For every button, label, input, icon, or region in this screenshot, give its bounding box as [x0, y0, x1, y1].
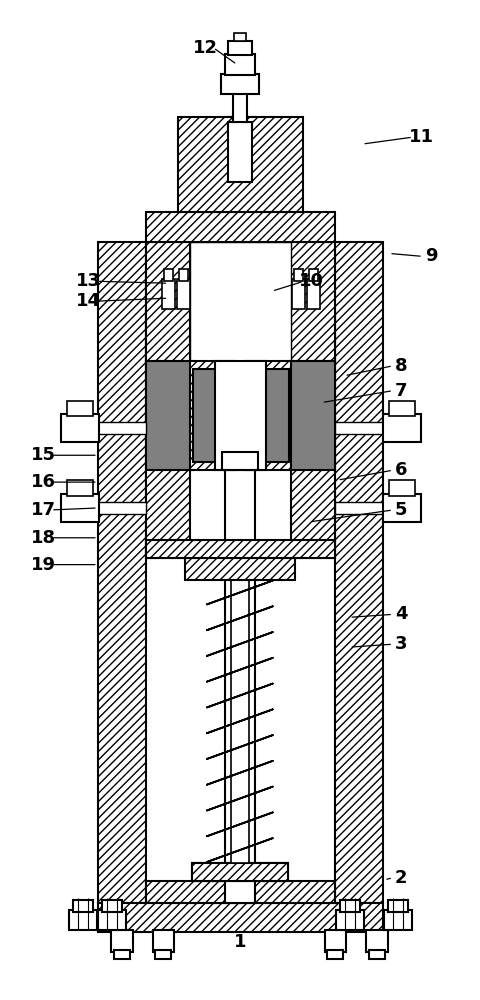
Text: 6: 6 — [394, 461, 407, 479]
Bar — [97, 242, 145, 903]
Bar — [327, 950, 343, 959]
Bar — [97, 422, 145, 434]
Text: 2: 2 — [394, 869, 407, 887]
Bar — [388, 480, 414, 496]
Bar — [306, 279, 319, 309]
Text: 9: 9 — [424, 247, 436, 265]
Bar — [162, 279, 175, 309]
Bar — [221, 74, 258, 94]
Bar — [145, 242, 190, 361]
Text: 4: 4 — [394, 605, 407, 623]
Text: 3: 3 — [394, 635, 407, 653]
Bar — [67, 401, 93, 416]
Bar — [336, 910, 363, 930]
Bar — [388, 401, 414, 416]
Bar — [155, 950, 171, 959]
Bar — [365, 930, 387, 952]
Bar — [335, 242, 383, 903]
Bar — [384, 910, 411, 930]
Bar — [308, 269, 317, 281]
Bar — [73, 900, 93, 912]
Bar — [179, 269, 188, 281]
Text: 1: 1 — [233, 933, 246, 951]
Bar — [185, 558, 294, 580]
Bar — [145, 212, 335, 242]
Bar — [97, 910, 125, 930]
Bar — [67, 480, 93, 496]
Bar — [97, 502, 145, 514]
Bar — [335, 502, 383, 514]
Bar — [145, 361, 193, 470]
Bar — [145, 311, 190, 558]
Bar — [61, 494, 98, 522]
Bar — [178, 117, 302, 212]
Bar — [61, 414, 98, 442]
Bar — [222, 452, 257, 470]
Bar — [113, 950, 130, 959]
Bar — [228, 122, 252, 182]
Bar — [145, 540, 335, 558]
Bar — [152, 930, 174, 952]
Bar — [97, 903, 383, 932]
Bar — [324, 930, 346, 952]
Bar — [369, 950, 384, 959]
Text: 15: 15 — [31, 446, 56, 464]
Bar — [225, 54, 254, 75]
Text: 13: 13 — [76, 272, 101, 290]
Bar — [340, 900, 360, 912]
Text: 11: 11 — [408, 128, 432, 146]
Bar — [192, 863, 287, 881]
Bar — [215, 361, 265, 470]
Bar — [110, 930, 132, 952]
Bar — [192, 863, 287, 881]
Bar — [290, 311, 335, 558]
Bar — [230, 570, 249, 863]
Bar — [245, 361, 290, 470]
Bar — [164, 269, 173, 281]
Bar — [234, 33, 245, 41]
Text: 19: 19 — [31, 556, 56, 574]
Bar — [145, 881, 335, 903]
Text: 14: 14 — [76, 292, 101, 310]
Text: 18: 18 — [31, 529, 56, 547]
Bar — [232, 68, 246, 122]
Bar — [190, 242, 290, 361]
Text: 16: 16 — [31, 473, 56, 491]
Bar — [177, 279, 190, 309]
Bar — [225, 117, 254, 903]
Bar — [383, 494, 420, 522]
Bar — [335, 422, 383, 434]
Bar — [387, 900, 407, 912]
Bar — [69, 910, 96, 930]
Bar — [193, 369, 232, 462]
Bar — [249, 369, 288, 462]
Bar — [287, 361, 335, 470]
Text: 5: 5 — [394, 501, 407, 519]
Text: 10: 10 — [299, 272, 324, 290]
Bar — [293, 269, 302, 281]
Bar — [291, 279, 304, 309]
Text: 8: 8 — [394, 357, 407, 375]
Text: 17: 17 — [31, 501, 56, 519]
Bar — [290, 242, 335, 361]
Text: 12: 12 — [192, 39, 217, 57]
Text: 7: 7 — [394, 382, 407, 400]
Bar — [190, 361, 235, 470]
Bar — [383, 414, 420, 442]
Bar — [228, 41, 252, 55]
Bar — [102, 900, 121, 912]
